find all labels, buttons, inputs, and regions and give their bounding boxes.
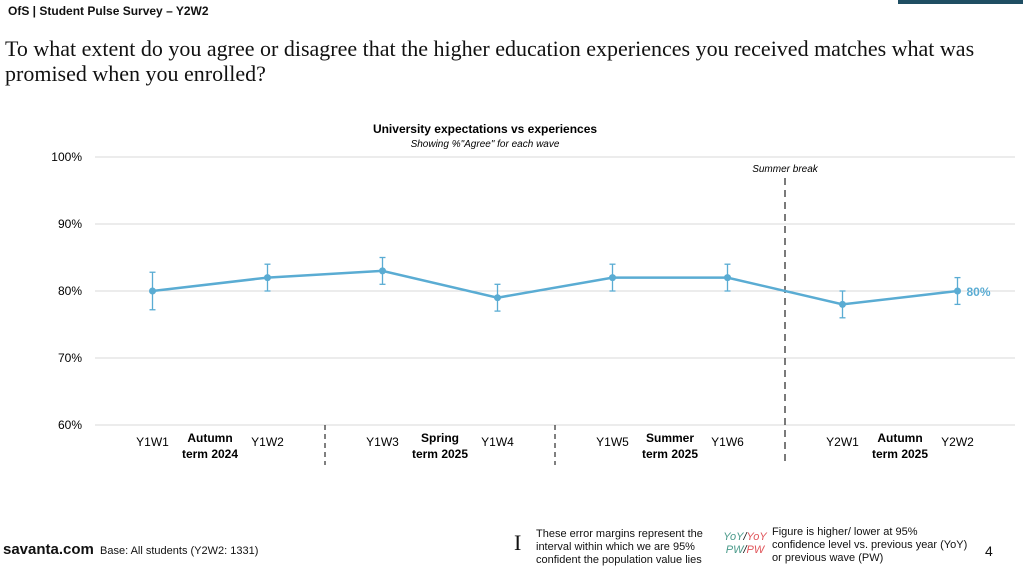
x-tick-label: Y1W5 <box>596 435 629 449</box>
question-title: To what extent do you agree or disagree … <box>5 36 975 86</box>
data-label: 80% <box>967 285 991 299</box>
group-label: term 2025 <box>872 447 928 461</box>
summer-break-label: Summer break <box>752 164 819 175</box>
chart-title: University expectations vs experiences <box>373 122 597 136</box>
series-line <box>152 269 958 306</box>
y-tick-label: 90% <box>58 217 82 231</box>
sig-note: Figure is higher/ lower at 95% confidenc… <box>772 526 968 564</box>
brand-logo: savanta.com <box>3 541 94 558</box>
y-tick-label: 80% <box>58 284 82 298</box>
page-number: 4 <box>985 543 993 559</box>
error-note: These error margins represent the interv… <box>536 528 703 566</box>
group-label: term 2025 <box>412 447 468 461</box>
x-tick-label: Y1W4 <box>481 435 514 449</box>
group-label: Autumn <box>877 431 922 445</box>
data-point <box>149 287 156 295</box>
y-tick-label: 100% <box>51 150 82 164</box>
group-label: Summer <box>646 431 694 445</box>
data-point <box>839 300 846 308</box>
data-point <box>379 267 386 275</box>
x-tick-label: Y1W6 <box>711 435 744 449</box>
x-tick-label: Y2W1 <box>826 435 859 449</box>
chart-subtitle: Showing %"Agree" for each wave <box>411 139 560 150</box>
report-header: OfS | Student Pulse Survey – Y2W2 <box>8 4 209 18</box>
y-tick-label: 70% <box>58 351 82 365</box>
x-tick-label: Y1W1 <box>136 435 169 449</box>
data-point <box>264 274 271 282</box>
data-point <box>724 274 731 282</box>
x-tick-label: Y2W2 <box>941 435 974 449</box>
group-label: term 2025 <box>642 447 698 461</box>
error-bar-icon: I <box>514 530 522 555</box>
data-point <box>609 274 616 282</box>
y-tick-label: 60% <box>58 418 82 432</box>
base-note: Base: All students (Y2W2: 1331) <box>100 545 259 557</box>
top-accent-bar <box>898 0 1023 4</box>
x-tick-label: Y1W2 <box>251 435 284 449</box>
data-point <box>494 294 501 302</box>
x-tick-label: Y1W3 <box>366 435 399 449</box>
sig-legend: YoY/YoY PW/PW <box>723 531 767 556</box>
data-point <box>954 287 961 295</box>
group-label: Spring <box>421 431 459 445</box>
group-label: Autumn <box>187 431 232 445</box>
group-label: term 2024 <box>182 447 238 461</box>
